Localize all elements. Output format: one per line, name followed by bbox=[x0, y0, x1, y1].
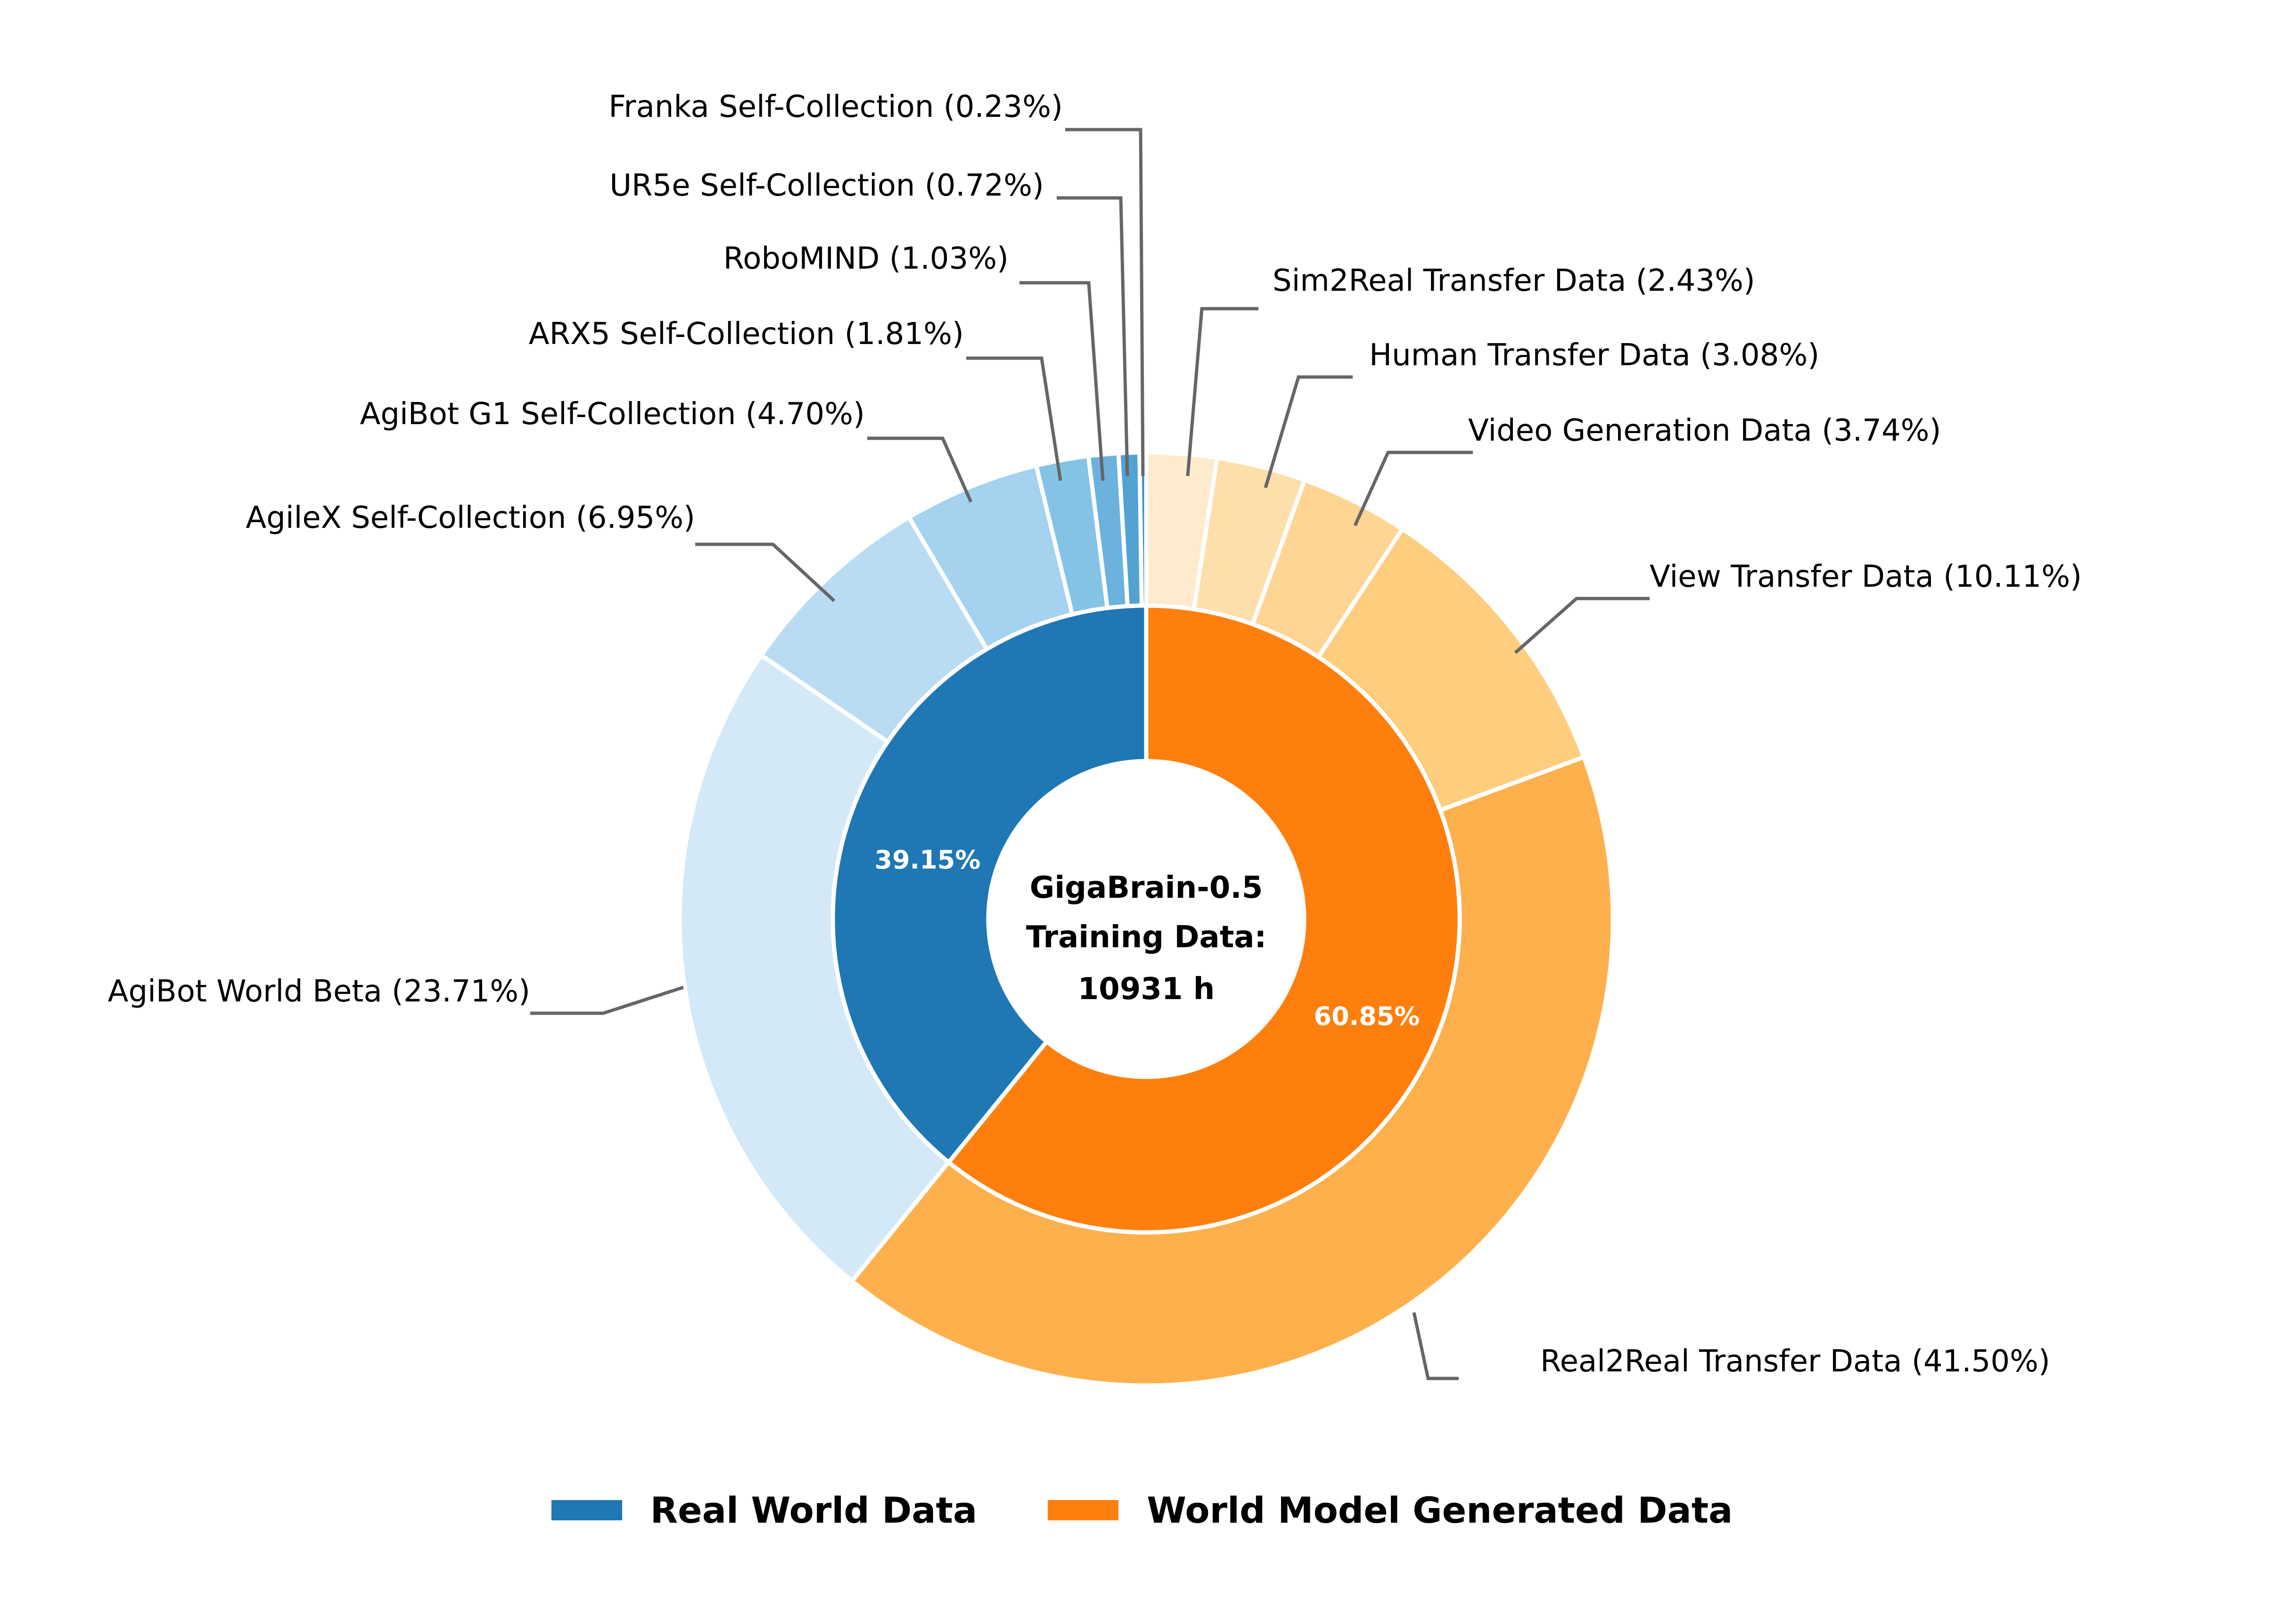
leader-agibot-g1 bbox=[867, 436, 973, 503]
slice-real-world-data bbox=[830, 603, 1149, 1165]
label-agilex: AgileX Self-Collection (6.95%) bbox=[246, 500, 695, 535]
leader-agibot-world bbox=[530, 985, 684, 1015]
label-franka: Franka Self-Collection (0.23%) bbox=[608, 90, 1063, 124]
leader-real2real bbox=[1412, 1312, 1459, 1380]
label-robomind: RoboMIND (1.03%) bbox=[723, 241, 1009, 276]
leader-franka bbox=[1065, 128, 1145, 476]
legend-label-real-world: Real World Data bbox=[650, 1489, 978, 1531]
inner-ring bbox=[830, 603, 1462, 1235]
legend-item-world-model: World Model Generated Data bbox=[1048, 1489, 1733, 1531]
legend-swatch-world-model bbox=[1048, 1500, 1119, 1520]
pct-world-model: 60.85% bbox=[1314, 1001, 1420, 1031]
leader-view bbox=[1514, 597, 1650, 654]
legend-item-real-world: Real World Data bbox=[551, 1489, 978, 1531]
label-sim2real: Sim2Real Transfer Data (2.43%) bbox=[1273, 263, 1755, 298]
pct-real-world: 39.15% bbox=[875, 845, 981, 875]
outer-ring bbox=[677, 450, 1615, 1388]
center-hours: 10931 h bbox=[1078, 972, 1215, 1007]
label-arx5: ARX5 Self-Collection (1.81%) bbox=[529, 317, 964, 352]
leader-video bbox=[1353, 451, 1473, 526]
label-human: Human Transfer Data (3.08%) bbox=[1369, 338, 1819, 373]
label-video: Video Generation Data (3.74%) bbox=[1468, 413, 1941, 448]
legend-swatch-real-world bbox=[551, 1500, 622, 1520]
leader-arx5 bbox=[966, 356, 1062, 481]
slice-world-model-generated-data bbox=[945, 603, 1462, 1235]
leader-agilex bbox=[695, 542, 836, 602]
center-title: GigaBrain-0.5 bbox=[1030, 870, 1263, 905]
label-agibot-world: AgiBot World Beta (23.71%) bbox=[108, 974, 530, 1009]
leader-lines bbox=[530, 128, 1650, 1380]
leader-ur5e bbox=[1057, 196, 1129, 476]
legend-label-world-model: World Model Generated Data bbox=[1147, 1489, 1733, 1531]
label-ur5e: UR5e Self-Collection (0.72%) bbox=[609, 168, 1044, 203]
leader-robomind bbox=[1019, 281, 1105, 481]
center-subtitle: Training Data: bbox=[1026, 920, 1266, 955]
label-agibot-g1: AgiBot G1 Self-Collection (4.70%) bbox=[360, 397, 865, 432]
leader-human bbox=[1264, 375, 1353, 488]
label-view: View Transfer Data (10.11%) bbox=[1650, 559, 2082, 594]
legend: Real World Data World Model Generated Da… bbox=[0, 1489, 2284, 1531]
leader-sim2real bbox=[1186, 307, 1258, 476]
label-real2real: Real2Real Transfer Data (41.50%) bbox=[1540, 1344, 2050, 1379]
